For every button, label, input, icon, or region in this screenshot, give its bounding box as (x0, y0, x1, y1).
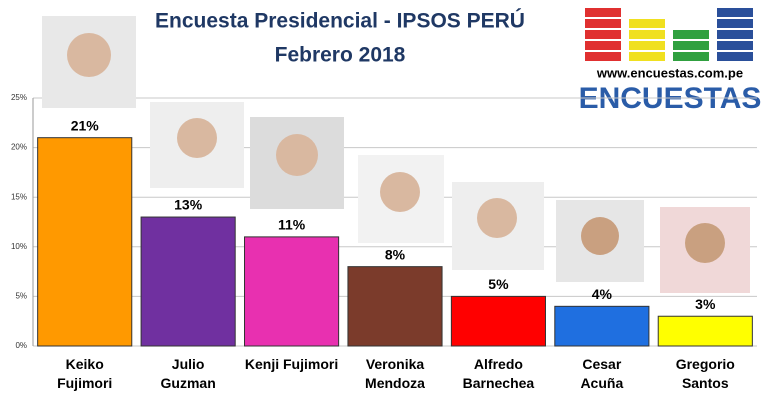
value-label: 21% (71, 117, 100, 133)
value-label: 13% (174, 197, 203, 213)
y-tick-label: 10% (11, 242, 27, 251)
value-label: 11% (278, 217, 306, 233)
chart-subtitle: Febrero 2018 (275, 44, 406, 67)
x-tick-label: Kenji Fujimori (244, 356, 339, 372)
y-tick-label: 0% (15, 341, 27, 350)
bar (657, 315, 753, 347)
logo-icon (585, 8, 753, 61)
chart-title: Encuesta Presidencial - IPSOS PERÚ (155, 9, 525, 33)
bar (244, 236, 340, 347)
value-label: 8% (385, 246, 406, 262)
y-tick-label: 5% (15, 292, 27, 301)
x-tick-label: Cesar Acuña (580, 356, 624, 391)
logo-url: www.encuestas.com.pe (596, 65, 743, 80)
bar (37, 137, 133, 347)
x-tick-label: Julio Guzman (160, 356, 216, 391)
y-tick-label: 25% (11, 93, 27, 102)
value-label: 3% (695, 296, 716, 312)
x-tick-label: Keiko Fujimori (57, 356, 113, 391)
value-label: 5% (488, 276, 509, 292)
y-tick-label: 20% (11, 143, 27, 152)
bar (140, 216, 236, 347)
bar (347, 266, 443, 347)
candidate-photos (42, 16, 750, 293)
value-label: 4% (592, 286, 613, 302)
x-tick-label: Gregorio Santos (675, 356, 735, 391)
y-tick-label: 15% (11, 192, 27, 201)
bar (450, 295, 546, 347)
x-tick-label: Veronika Mendoza (365, 356, 425, 391)
x-tick-label: Alfredo Barnechea (462, 356, 535, 391)
bar (554, 305, 650, 347)
